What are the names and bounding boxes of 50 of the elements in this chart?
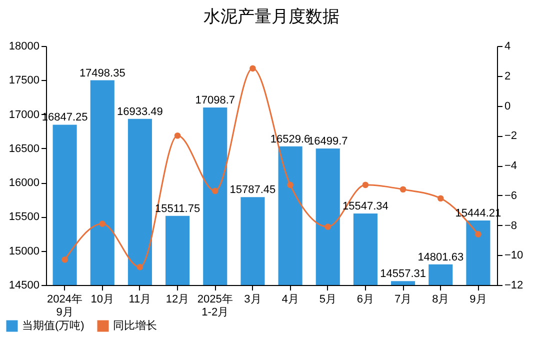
x-tick-label: 2024年 9月 bbox=[47, 294, 83, 318]
y2-tick-label: 0 bbox=[504, 100, 511, 112]
point bbox=[99, 220, 106, 227]
point bbox=[400, 186, 406, 193]
x-tick-label: 2025年 1-2月 bbox=[197, 294, 233, 318]
point bbox=[324, 224, 332, 230]
point bbox=[174, 132, 181, 139]
point bbox=[250, 65, 256, 72]
x-tick-label: 11月 bbox=[128, 294, 152, 306]
y-tick-label: 18000 bbox=[8, 40, 40, 52]
x-tick-label: 6月 bbox=[356, 294, 374, 306]
y-tick-label: 15500 bbox=[8, 211, 40, 224]
x-tick-label: 8月 bbox=[432, 294, 450, 306]
y-tick-label: 16500 bbox=[8, 142, 40, 155]
x-tick-label: 4月 bbox=[282, 294, 299, 306]
chart-title: 水泥产量月度数据 bbox=[204, 7, 340, 26]
data-label: 14557.31 bbox=[380, 268, 426, 280]
x-tick-label: 12月 bbox=[166, 294, 190, 306]
y-tick-label: 17000 bbox=[8, 108, 40, 121]
point bbox=[437, 195, 444, 202]
point bbox=[212, 188, 218, 194]
point bbox=[287, 182, 294, 188]
y2-tick-label: −6 bbox=[504, 190, 518, 202]
legend-label: 当期值(万吨) bbox=[22, 319, 84, 332]
data-label: 15787.45 bbox=[230, 184, 276, 196]
point bbox=[475, 231, 482, 238]
y2-tick-label: 4 bbox=[504, 40, 511, 52]
data-label: 17098.7 bbox=[195, 94, 236, 107]
point bbox=[136, 264, 144, 270]
y-tick-label: 17500 bbox=[8, 74, 40, 87]
y2-tick-label: −4 bbox=[504, 160, 518, 172]
point bbox=[362, 182, 369, 188]
x-tick-label: 7月 bbox=[394, 294, 412, 306]
data-label: 16933.49 bbox=[117, 106, 163, 118]
y2-tick-label: −10 bbox=[504, 250, 524, 262]
point bbox=[62, 256, 68, 263]
y2-tick-label: −2 bbox=[504, 130, 518, 142]
x-tick-label: 10月 bbox=[90, 294, 114, 306]
y-tick-label: 15000 bbox=[8, 245, 40, 258]
data-label: 17498.35 bbox=[79, 67, 126, 80]
y-tick-label: 14500 bbox=[8, 280, 40, 292]
data-label: 14801.63 bbox=[418, 251, 464, 264]
x-tick-label: 9月 bbox=[470, 294, 487, 306]
legend-label: 同比增长 bbox=[113, 319, 157, 332]
y2-tick-label: 2 bbox=[504, 70, 511, 82]
y2-tick-label: −8 bbox=[504, 220, 518, 232]
y-tick-label: 16000 bbox=[8, 177, 40, 190]
y2-tick-label: −12 bbox=[504, 280, 524, 292]
x-tick-label: 5月 bbox=[319, 294, 336, 306]
x-tick-label: 3月 bbox=[244, 294, 262, 306]
